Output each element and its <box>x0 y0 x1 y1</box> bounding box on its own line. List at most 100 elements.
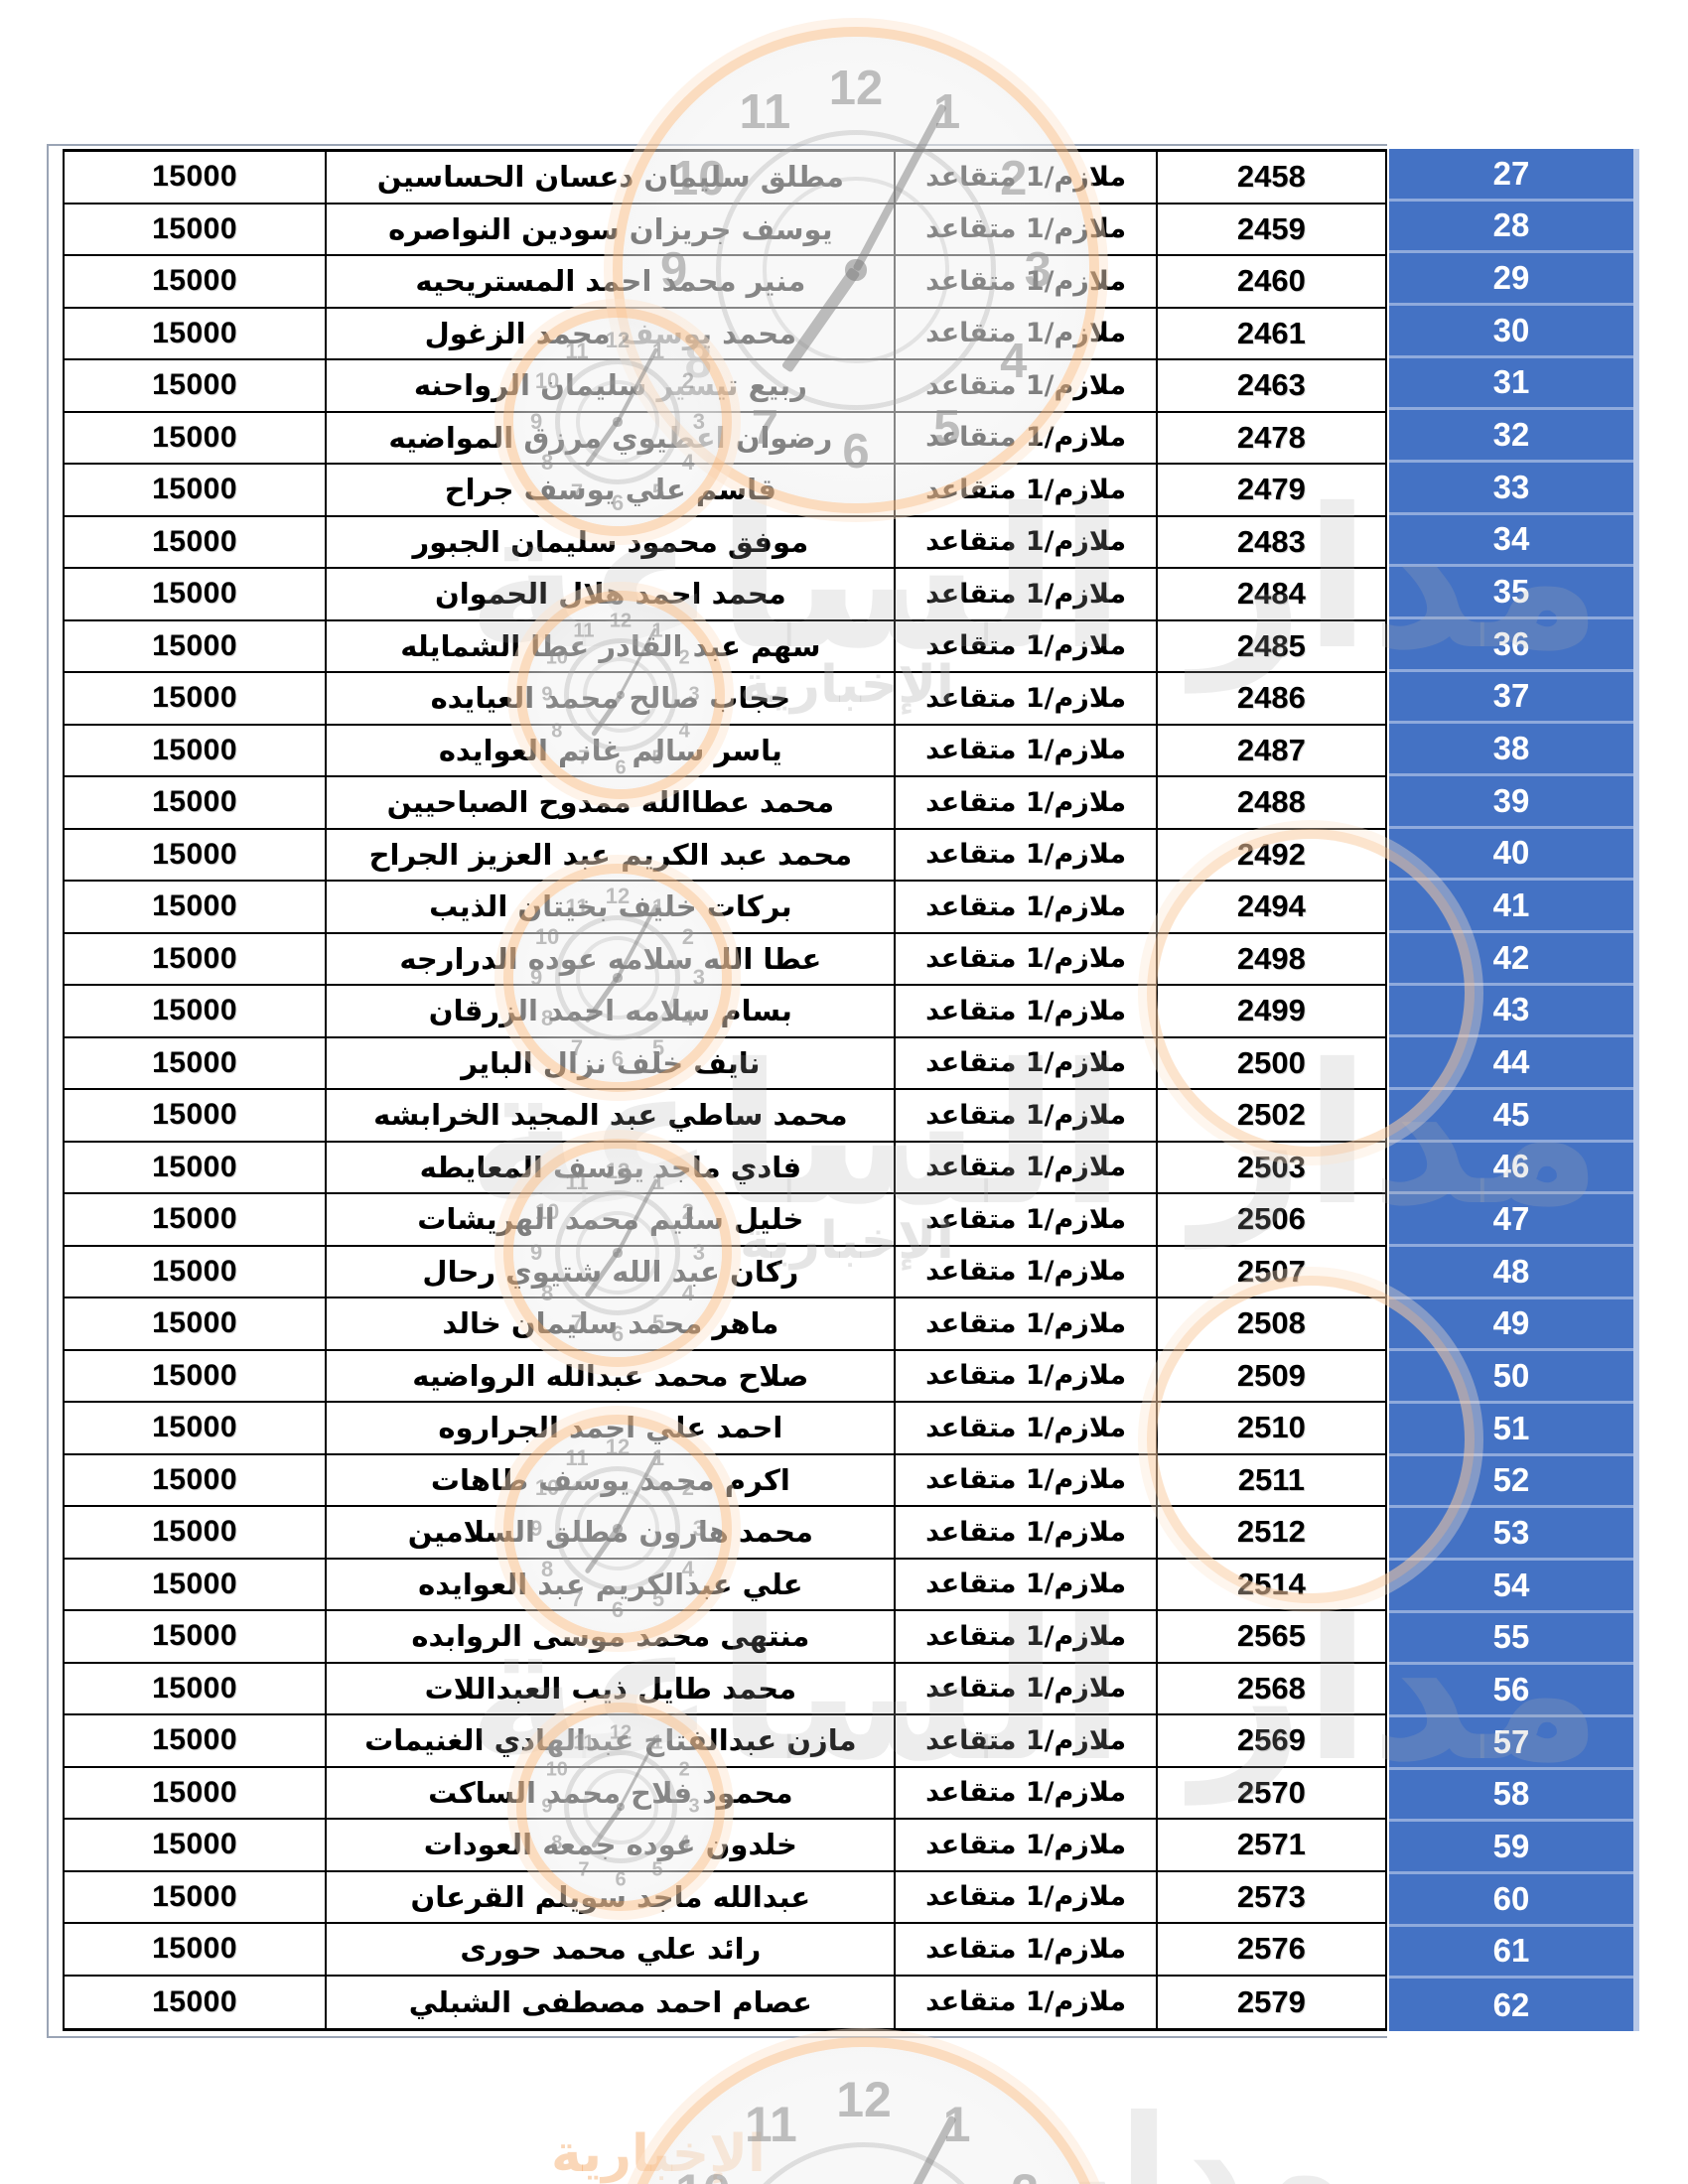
serial-cell: 31 <box>1389 357 1633 411</box>
amount-cell: 15000 <box>65 413 326 465</box>
name-cell: ركان عبد الله شتيوي رحال <box>325 1246 895 1298</box>
rank-cell: ملازم/1 متقاعد <box>894 933 1156 986</box>
rank-cell: ملازم/1 متقاعد <box>894 1090 1156 1143</box>
amount-cell: 15000 <box>65 1247 326 1298</box>
rank-cell: ملازم/1 متقاعد <box>894 1611 1156 1664</box>
rank-cell: ملازم/1 متقاعد <box>894 1715 1156 1768</box>
name-cell: مطلق سليمان دعسان الحساسين <box>325 152 895 205</box>
name-cell: عطا الله سلامه عوده الدرارجه <box>325 933 895 986</box>
amount-cell: 15000 <box>65 152 326 205</box>
name-cell: محمد عطاالله ممدوح الصباحيين <box>325 777 895 830</box>
serial-cell: 32 <box>1389 410 1633 463</box>
id-cell: 2479 <box>1155 465 1385 517</box>
id-cell: 2579 <box>1155 1976 1385 2028</box>
id-cell: 2512 <box>1155 1507 1385 1560</box>
amount-cell: 15000 <box>65 1820 326 1872</box>
id-cell: 2487 <box>1155 725 1385 777</box>
name-cell: محمد طايل ذيب العبداللات <box>325 1663 895 1715</box>
serial-cell: 54 <box>1389 1561 1633 1613</box>
serial-cell: 47 <box>1389 1194 1633 1247</box>
clock-number: 2 <box>1011 2163 1039 2184</box>
name-cell: رضوان اعطيوي مرزق المواضيه <box>325 412 895 465</box>
name-cell: فادي ماجد يوسف المعايطه <box>325 1142 895 1194</box>
clock-number: 11 <box>739 85 791 140</box>
amount-cell: 15000 <box>65 205 326 256</box>
name-cell: محمد هارون مطلق السلامين <box>325 1507 895 1560</box>
id-cell: 2576 <box>1155 1924 1385 1977</box>
rank-cell: ملازم/1 متقاعد <box>894 1246 1156 1298</box>
id-cell: 2460 <box>1155 256 1385 309</box>
clock-number: 10 <box>675 2163 731 2184</box>
amount-cell: 15000 <box>65 777 326 830</box>
watermark-brand-text: مدار <box>1033 2085 1348 2184</box>
rank-cell: ملازم/1 متقاعد <box>894 1350 1156 1403</box>
serial-cell: 43 <box>1389 985 1633 1038</box>
rank-cell: ملازم/1 متقاعد <box>894 360 1156 413</box>
serial-cell: 53 <box>1389 1508 1633 1561</box>
serial-cell: 42 <box>1389 933 1633 986</box>
rank-cell: ملازم/1 متقاعد <box>894 1142 1156 1194</box>
amount-cell: 15000 <box>65 830 326 882</box>
id-cell: 2494 <box>1155 882 1385 934</box>
rank-cell: ملازم/1 متقاعد <box>894 1037 1156 1090</box>
name-cell: قاسم علي يوسف جراح <box>325 465 895 517</box>
serial-cell: 59 <box>1389 1822 1633 1874</box>
serial-cell: 55 <box>1389 1612 1633 1666</box>
table-outer-guide-line-left <box>47 144 49 2038</box>
clock-number: 12 <box>836 2071 892 2127</box>
name-cell: منتهى محمد موسى الروابده <box>325 1611 895 1664</box>
amount-cell: 15000 <box>65 1298 326 1351</box>
name-cell: عبدالله ماجد سويلم القرعان <box>325 1871 895 1924</box>
clock-number: 12 <box>828 61 884 115</box>
serial-cell: 58 <box>1389 1769 1633 1823</box>
name-cell: محمد ساطي عبد المجيد الخرابشه <box>325 1090 895 1143</box>
rank-cell: ملازم/1 متقاعد <box>894 1559 1156 1611</box>
id-cell: 2500 <box>1155 1037 1385 1090</box>
rank-cell: ملازم/1 متقاعد <box>894 986 1156 1038</box>
serial-cell: 38 <box>1389 724 1633 776</box>
name-cell: عصام احمد مصطفى الشبلي <box>325 1976 894 2028</box>
amount-cell: 15000 <box>65 1507 326 1560</box>
rank-cell: ملازم/1 متقاعد <box>894 569 1156 621</box>
serial-cell: 36 <box>1389 619 1633 672</box>
amount-cell: 15000 <box>152 1984 238 2018</box>
amount-cell: 15000 <box>65 621 326 673</box>
serial-cell: 48 <box>1389 1247 1633 1299</box>
id-cell: 2458 <box>1155 152 1385 205</box>
rank-cell: ملازم/1 متقاعد <box>894 1924 1156 1977</box>
clock-number: 1 <box>933 85 961 140</box>
amount-cell: 15000 <box>65 309 326 360</box>
amount-cell: 15000 <box>65 986 326 1038</box>
rank-cell: ملازم/1 متقاعد <box>894 1507 1156 1560</box>
name-cell: محمد احمد هلال الحموان <box>325 569 895 621</box>
serial-cell: 50 <box>1389 1351 1633 1404</box>
rank-cell: ملازم/1 متقاعد <box>894 516 1156 569</box>
id-cell: 2492 <box>1155 829 1385 882</box>
id-cell: 2484 <box>1155 569 1385 621</box>
rank-cell: ملازم/1 متقاعد <box>894 1820 1156 1872</box>
clock-number: 11 <box>744 2096 797 2152</box>
serial-cell: 49 <box>1389 1298 1633 1352</box>
id-cell: 2514 <box>1155 1559 1385 1611</box>
id-cell: 2498 <box>1155 933 1385 986</box>
rank-cell: ملازم/1 متقاعد <box>894 204 1156 256</box>
id-cell: 2503 <box>1155 1142 1385 1194</box>
rank-cell: ملازم/1 متقاعد <box>894 1663 1156 1715</box>
id-cell: 2508 <box>1155 1298 1385 1351</box>
id-cell: 2502 <box>1155 1090 1385 1143</box>
rank-cell: ملازم/1 متقاعد <box>894 673 1156 726</box>
serial-cell: 37 <box>1389 671 1633 725</box>
amount-cell: 15000 <box>65 882 326 934</box>
serial-cell: 35 <box>1389 567 1633 619</box>
serial-cell: 60 <box>1389 1874 1633 1927</box>
amount-cell: 15000 <box>65 1351 326 1403</box>
amount-cell: 15000 <box>65 673 326 726</box>
name-cell: احمد علي احمد الجراروه <box>325 1403 895 1455</box>
amount-cell: 15000 <box>65 1194 326 1247</box>
rank-cell: ملازم/1 متقاعد <box>894 1767 1156 1820</box>
rank-cell: ملازم/1 متقاعد <box>894 465 1156 517</box>
amount-cell: 15000 <box>65 1611 326 1664</box>
serial-cell: 52 <box>1389 1455 1633 1509</box>
serial-cell: 29 <box>1389 253 1633 306</box>
rank-cell: ملازم/1 متقاعد <box>894 1454 1156 1507</box>
